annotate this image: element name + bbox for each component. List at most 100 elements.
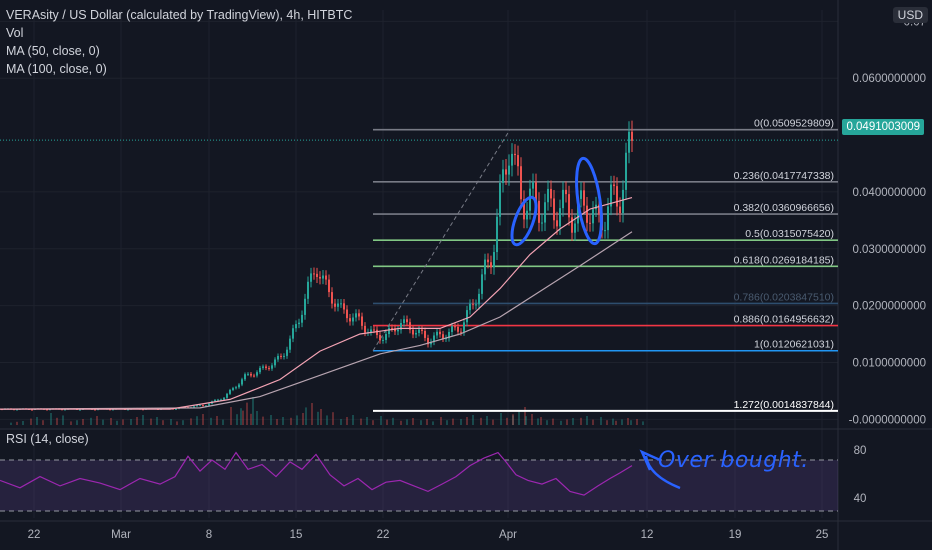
candle-body	[307, 281, 309, 299]
candle-body	[208, 403, 210, 406]
candle-body	[322, 275, 324, 279]
candle-body	[280, 355, 282, 357]
candle-body	[418, 329, 420, 333]
candle-body	[214, 399, 216, 402]
candle-body	[340, 303, 342, 305]
candle-body	[127, 409, 129, 411]
volume-bar	[320, 409, 322, 425]
candle-body	[532, 182, 534, 189]
volume-bar	[586, 416, 588, 425]
candle-body	[607, 206, 609, 231]
candle-body	[316, 273, 318, 277]
volume-bar	[412, 418, 414, 425]
volume-bar	[116, 420, 118, 425]
volume-bar	[176, 421, 178, 425]
volume-bar	[70, 421, 72, 425]
indicator-ma50[interactable]: MA (50, close, 0)	[6, 44, 100, 58]
volume-bar	[30, 418, 32, 425]
candle-body	[46, 409, 48, 411]
volume-bar	[242, 410, 244, 425]
candle-body	[364, 325, 366, 333]
candle-body	[373, 329, 375, 331]
volume-bar	[366, 417, 368, 425]
candle-body	[325, 275, 327, 280]
candle-body	[514, 153, 516, 156]
volume-bar	[352, 415, 354, 425]
candle-body	[583, 190, 585, 206]
volume-bar	[240, 408, 242, 425]
fib-level-label: 0.382(0.0360966656)	[734, 202, 834, 214]
volume-bar	[440, 417, 442, 425]
volume-bar	[400, 420, 402, 425]
time-axis-label: Apr	[499, 529, 517, 541]
candle-body	[427, 337, 429, 345]
candle-body	[394, 328, 396, 332]
candle-body	[391, 327, 393, 329]
rsi-axis-label: 80	[854, 445, 867, 457]
candle-body	[289, 338, 291, 350]
indicator-ma100[interactable]: MA (100, close, 0)	[6, 62, 107, 76]
candle-body	[454, 326, 456, 328]
candle-body	[586, 205, 588, 223]
candle-body	[502, 169, 504, 183]
candle-body	[439, 331, 441, 335]
candle-body	[112, 409, 114, 411]
rsi-axis-label: 40	[854, 493, 867, 505]
currency-badge[interactable]: USD	[892, 7, 928, 23]
volume-bar	[230, 407, 232, 425]
candle-body	[397, 329, 399, 332]
volume-bar	[236, 414, 238, 425]
time-axis-label: Mar	[111, 529, 131, 541]
rsi-line	[0, 451, 633, 496]
price-axis-label: 0.0100000000	[852, 357, 926, 369]
candle-body	[490, 262, 492, 268]
time-axis-label: 8	[206, 529, 212, 541]
candle-body	[334, 303, 336, 307]
candle-body	[445, 338, 447, 340]
volume-bar	[552, 418, 554, 425]
volume-bar	[222, 419, 224, 425]
candle-body	[331, 292, 333, 304]
candle-body	[352, 317, 354, 322]
candle-body	[61, 409, 63, 411]
candle-body	[451, 326, 453, 332]
candle-body	[217, 399, 219, 401]
candle-body	[511, 153, 513, 166]
volume-bar	[202, 414, 204, 425]
candle-body	[292, 328, 294, 339]
candle-body	[478, 293, 480, 305]
candle-body	[412, 329, 414, 335]
candle-body	[295, 324, 297, 329]
candle-body	[388, 327, 390, 335]
candle-body	[574, 223, 576, 233]
indicator-vol[interactable]: Vol	[6, 26, 24, 40]
volume-bar	[162, 420, 164, 425]
volume-bar	[512, 415, 514, 425]
volume-bar	[546, 420, 548, 425]
candle-body	[250, 373, 252, 376]
candle-body	[415, 332, 417, 335]
candle-body	[484, 259, 486, 275]
candle-body	[298, 322, 300, 325]
rsi-legend[interactable]: RSI (14, close)	[6, 432, 89, 446]
volume-bar	[612, 418, 614, 425]
volume-bar	[346, 417, 348, 425]
volume-bar	[136, 417, 138, 425]
time-axis-label: 22	[28, 529, 41, 541]
fib-level-label: 1(0.0120621031)	[754, 339, 834, 351]
candle-body	[361, 316, 363, 326]
candle-body	[400, 322, 402, 330]
volume-bar	[426, 419, 428, 425]
volume-bar	[305, 407, 307, 425]
candle-body	[628, 131, 630, 153]
volume-bar	[156, 417, 158, 425]
candle-body	[265, 366, 267, 369]
candle-body	[16, 409, 18, 411]
candle-body	[247, 373, 249, 375]
volume-bar	[150, 418, 152, 425]
volume-bar	[525, 416, 527, 425]
volume-bar	[420, 420, 422, 425]
volume-bar	[62, 415, 64, 425]
